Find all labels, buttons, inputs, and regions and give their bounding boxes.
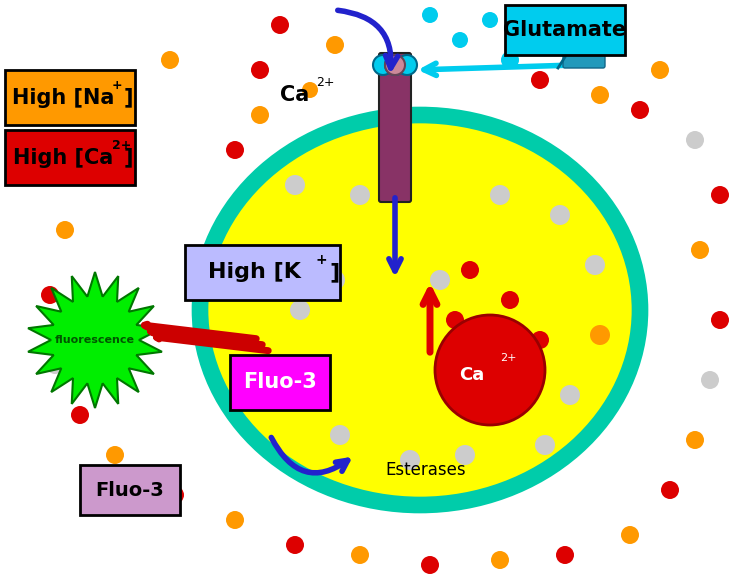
FancyBboxPatch shape <box>505 5 625 55</box>
Circle shape <box>285 175 305 195</box>
Circle shape <box>161 51 179 69</box>
FancyBboxPatch shape <box>379 53 411 202</box>
Circle shape <box>711 186 729 204</box>
Circle shape <box>455 445 475 465</box>
FancyBboxPatch shape <box>563 46 605 68</box>
FancyBboxPatch shape <box>80 465 180 515</box>
Circle shape <box>385 55 405 75</box>
Circle shape <box>711 311 729 329</box>
FancyBboxPatch shape <box>230 355 330 410</box>
Circle shape <box>590 325 610 345</box>
Circle shape <box>535 435 555 455</box>
Circle shape <box>422 7 438 23</box>
Circle shape <box>501 51 519 69</box>
Circle shape <box>166 486 184 504</box>
Circle shape <box>41 286 59 304</box>
Text: Esterases: Esterases <box>385 461 466 479</box>
Circle shape <box>651 61 669 79</box>
Circle shape <box>285 365 305 385</box>
Circle shape <box>397 55 417 75</box>
Circle shape <box>585 255 605 275</box>
Circle shape <box>560 385 580 405</box>
Ellipse shape <box>200 115 640 505</box>
Circle shape <box>661 481 679 499</box>
Circle shape <box>385 55 405 75</box>
Circle shape <box>691 241 709 259</box>
FancyBboxPatch shape <box>185 245 340 300</box>
Polygon shape <box>28 272 162 408</box>
Circle shape <box>46 356 64 374</box>
Text: +: + <box>315 253 327 267</box>
Circle shape <box>373 55 393 75</box>
Circle shape <box>251 106 269 124</box>
Circle shape <box>452 32 468 48</box>
Text: High [Na: High [Na <box>12 87 115 107</box>
Circle shape <box>325 270 345 290</box>
Circle shape <box>250 245 270 265</box>
Circle shape <box>290 300 310 320</box>
Text: Fluo-3: Fluo-3 <box>95 480 164 499</box>
Circle shape <box>435 315 545 425</box>
Text: Glutamate: Glutamate <box>503 20 627 40</box>
Circle shape <box>421 556 439 574</box>
FancyBboxPatch shape <box>5 130 135 185</box>
Circle shape <box>531 71 549 89</box>
Text: High [K: High [K <box>209 262 301 282</box>
Circle shape <box>350 185 370 205</box>
Circle shape <box>271 16 289 34</box>
Circle shape <box>430 270 450 290</box>
Text: ]: ] <box>123 87 133 107</box>
Text: ]: ] <box>329 262 339 282</box>
Text: Ca: Ca <box>280 85 309 105</box>
FancyBboxPatch shape <box>5 70 135 125</box>
Circle shape <box>106 446 124 464</box>
Text: High [Ca: High [Ca <box>14 148 113 168</box>
Circle shape <box>326 36 344 54</box>
Circle shape <box>302 82 318 98</box>
Circle shape <box>226 511 244 529</box>
Circle shape <box>482 12 498 28</box>
Circle shape <box>71 406 89 424</box>
Circle shape <box>446 311 464 329</box>
Text: Fluo-3: Fluo-3 <box>243 373 317 393</box>
Circle shape <box>556 546 574 564</box>
Circle shape <box>351 546 369 564</box>
Circle shape <box>621 526 639 544</box>
Circle shape <box>686 131 704 149</box>
Circle shape <box>400 450 420 470</box>
Circle shape <box>56 221 74 239</box>
Circle shape <box>491 551 509 569</box>
Circle shape <box>501 291 519 309</box>
Circle shape <box>701 371 719 389</box>
Circle shape <box>531 331 549 349</box>
Circle shape <box>461 261 479 279</box>
Circle shape <box>591 86 609 104</box>
Circle shape <box>226 141 244 159</box>
Circle shape <box>251 61 269 79</box>
Text: ]: ] <box>123 148 133 168</box>
Circle shape <box>631 101 649 119</box>
Text: 2+: 2+ <box>112 139 131 152</box>
Text: Ca: Ca <box>460 366 485 384</box>
Circle shape <box>330 425 350 445</box>
Circle shape <box>550 205 570 225</box>
Text: fluorescence: fluorescence <box>55 335 135 345</box>
Text: 2+: 2+ <box>500 353 516 363</box>
Text: 2+: 2+ <box>316 76 334 90</box>
Circle shape <box>490 185 510 205</box>
Circle shape <box>561 21 579 39</box>
Text: +: + <box>112 79 122 92</box>
Circle shape <box>686 431 704 449</box>
Circle shape <box>286 536 304 554</box>
